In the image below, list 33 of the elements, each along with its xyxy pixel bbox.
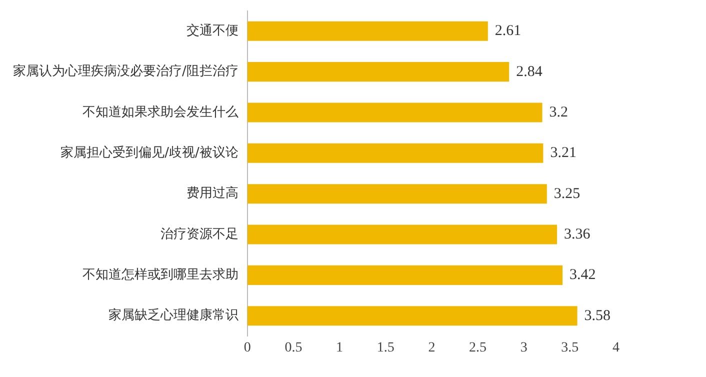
data-label: 3.58 [584,308,611,324]
data-label: 3.25 [554,186,580,202]
bar [247,306,578,326]
data-label: 3.2 [549,104,568,120]
data-label: 3.36 [564,226,591,242]
y-tick-label: 家属担心受到偏见/歧视/被议论 [60,144,238,161]
data-label: 2.84 [516,64,543,80]
x-tick-label: 1.5 [376,340,394,356]
y-tick-label: 家属缺乏心理健康常识 [108,307,238,324]
data-label: 2.61 [494,23,522,40]
bar [247,21,488,41]
x-tick-label: 2.5 [469,340,487,356]
bar [247,184,547,204]
y-tick-label: 治疗资源不足 [160,226,238,242]
bar [247,265,563,285]
x-tick-label: 2 [428,340,436,356]
bar [247,143,544,163]
x-tick-label: 1 [336,340,344,356]
x-tick-label: 4 [612,340,620,356]
y-tick-label: 不知道怎样或到哪里去求助 [82,268,238,283]
x-tick-label: 0 [244,340,251,356]
y-tick-label: 费用过高 [186,185,238,202]
x-tick-label: 3 [520,340,528,356]
x-tick-label: 0.5 [284,340,302,356]
data-label: 3.42 [570,267,596,284]
x-tick-label: 3.5 [561,340,579,356]
bar [247,62,510,82]
y-tick-label: 家属认为心理疾病没必要治疗/阻拦治疗 [12,63,238,80]
data-label: 3.21 [550,145,576,162]
y-tick-label: 不知道如果求助会发生什么 [82,104,238,120]
bar [247,224,558,244]
y-tick-label: 交通不便 [186,22,238,39]
bar [247,102,542,122]
